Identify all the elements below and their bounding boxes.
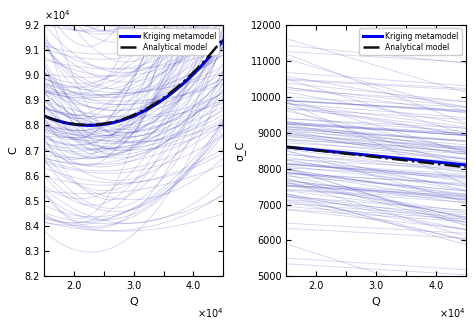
Analytical model: [463, 165, 468, 169]
Kriging metamodel: [446, 161, 452, 165]
Kriging metamodel: [283, 145, 289, 149]
Kriging metamodel: [463, 163, 468, 167]
Line: Analytical model: Analytical model: [286, 147, 465, 167]
Kriging metamodel: [435, 160, 440, 164]
Kriging metamodel: [152, 103, 157, 107]
Line: Analytical model: Analytical model: [44, 38, 223, 125]
Legend: Kriging metamodel, Analytical model: Kriging metamodel, Analytical model: [117, 29, 219, 55]
Line: Kriging metamodel: Kriging metamodel: [286, 147, 465, 165]
Text: $\times10^4$: $\times10^4$: [44, 8, 71, 22]
Analytical model: [283, 145, 289, 149]
Analytical model: [193, 68, 199, 72]
Legend: Kriging metamodel, Analytical model: Kriging metamodel, Analytical model: [359, 29, 462, 55]
Kriging metamodel: [42, 114, 47, 118]
Analytical model: [85, 123, 91, 127]
Kriging metamodel: [220, 38, 226, 42]
Analytical model: [148, 104, 154, 108]
Analytical model: [204, 56, 210, 60]
Kriging metamodel: [193, 70, 199, 74]
Text: $\times10^4$: $\times10^4$: [197, 307, 223, 320]
Kriging metamodel: [204, 58, 210, 62]
Kriging metamodel: [41, 114, 47, 118]
X-axis label: Q: Q: [372, 297, 381, 307]
Analytical model: [390, 157, 396, 161]
Kriging metamodel: [284, 145, 290, 149]
Line: Kriging metamodel: Kriging metamodel: [44, 40, 223, 125]
Analytical model: [435, 162, 440, 166]
Kriging metamodel: [390, 156, 396, 160]
Kriging metamodel: [148, 105, 154, 109]
Kriging metamodel: [86, 123, 92, 127]
Analytical model: [42, 114, 47, 118]
Analytical model: [390, 157, 395, 161]
Text: $\times10^4$: $\times10^4$: [439, 307, 465, 320]
Kriging metamodel: [393, 156, 399, 160]
Analytical model: [41, 114, 47, 118]
Analytical model: [393, 157, 399, 161]
Analytical model: [220, 37, 226, 40]
Analytical model: [152, 102, 157, 106]
Analytical model: [148, 104, 154, 108]
Y-axis label: σ_C: σ_C: [235, 140, 246, 161]
Kriging metamodel: [148, 105, 154, 109]
Y-axis label: C: C: [9, 147, 18, 154]
Analytical model: [446, 163, 452, 167]
X-axis label: Q: Q: [129, 297, 138, 307]
Analytical model: [284, 145, 290, 149]
Kriging metamodel: [390, 156, 395, 160]
